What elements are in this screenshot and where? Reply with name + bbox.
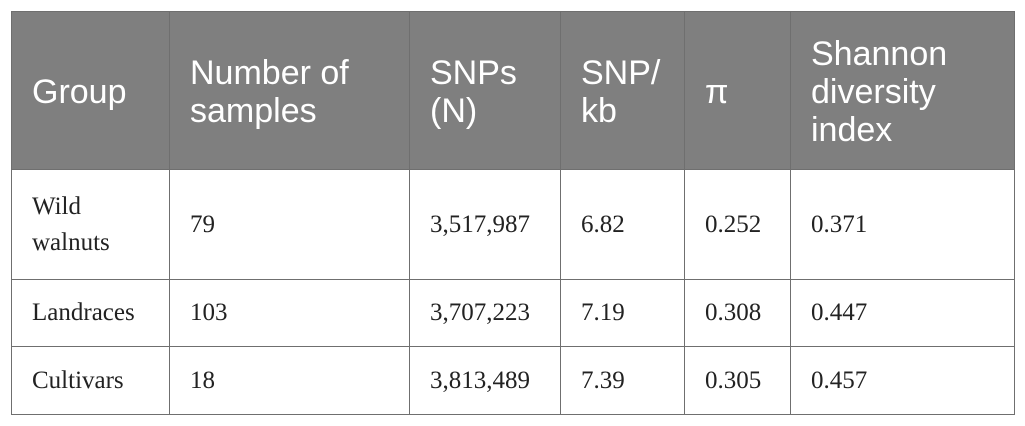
cell-shannon: 0.371: [790, 169, 1015, 280]
cell-group: Cultivars: [11, 346, 170, 415]
data-table: Group Number of samples SNPs (N) SNP/ kb…: [11, 11, 1015, 415]
cell-snp-per-kb: 7.19: [560, 279, 685, 347]
cell-samples: 79: [169, 169, 410, 280]
header-snp-per-kb: SNP/ kb: [560, 11, 685, 170]
cell-samples: 18: [169, 346, 410, 415]
cell-pi: 0.305: [684, 346, 791, 415]
table-row: Wild walnuts 79 3,517,987 6.82 0.252 0.3…: [11, 169, 1015, 280]
header-snps: SNPs (N): [409, 11, 561, 170]
cell-pi: 0.252: [684, 169, 791, 280]
cell-snp-per-kb: 7.39: [560, 346, 685, 415]
header-row: Group Number of samples SNPs (N) SNP/ kb…: [11, 11, 1015, 170]
table-row: Landraces 103 3,707,223 7.19 0.308 0.447: [11, 279, 1015, 347]
cell-samples: 103: [169, 279, 410, 347]
header-shannon-diversity-index: Shannon diversity index: [790, 11, 1015, 170]
table-row: Cultivars 18 3,813,489 7.39 0.305 0.457: [11, 346, 1015, 415]
cell-group: Landraces: [11, 279, 170, 347]
header-number-of-samples: Number of samples: [169, 11, 410, 170]
cell-snps: 3,517,987: [409, 169, 561, 280]
cell-shannon: 0.447: [790, 279, 1015, 347]
cell-snps: 3,707,223: [409, 279, 561, 347]
cell-snp-per-kb: 6.82: [560, 169, 685, 280]
header-group: Group: [11, 11, 170, 170]
cell-group: Wild walnuts: [11, 169, 170, 280]
cell-shannon: 0.457: [790, 346, 1015, 415]
cell-pi: 0.308: [684, 279, 791, 347]
header-pi: π: [684, 11, 791, 170]
cell-snps: 3,813,489: [409, 346, 561, 415]
